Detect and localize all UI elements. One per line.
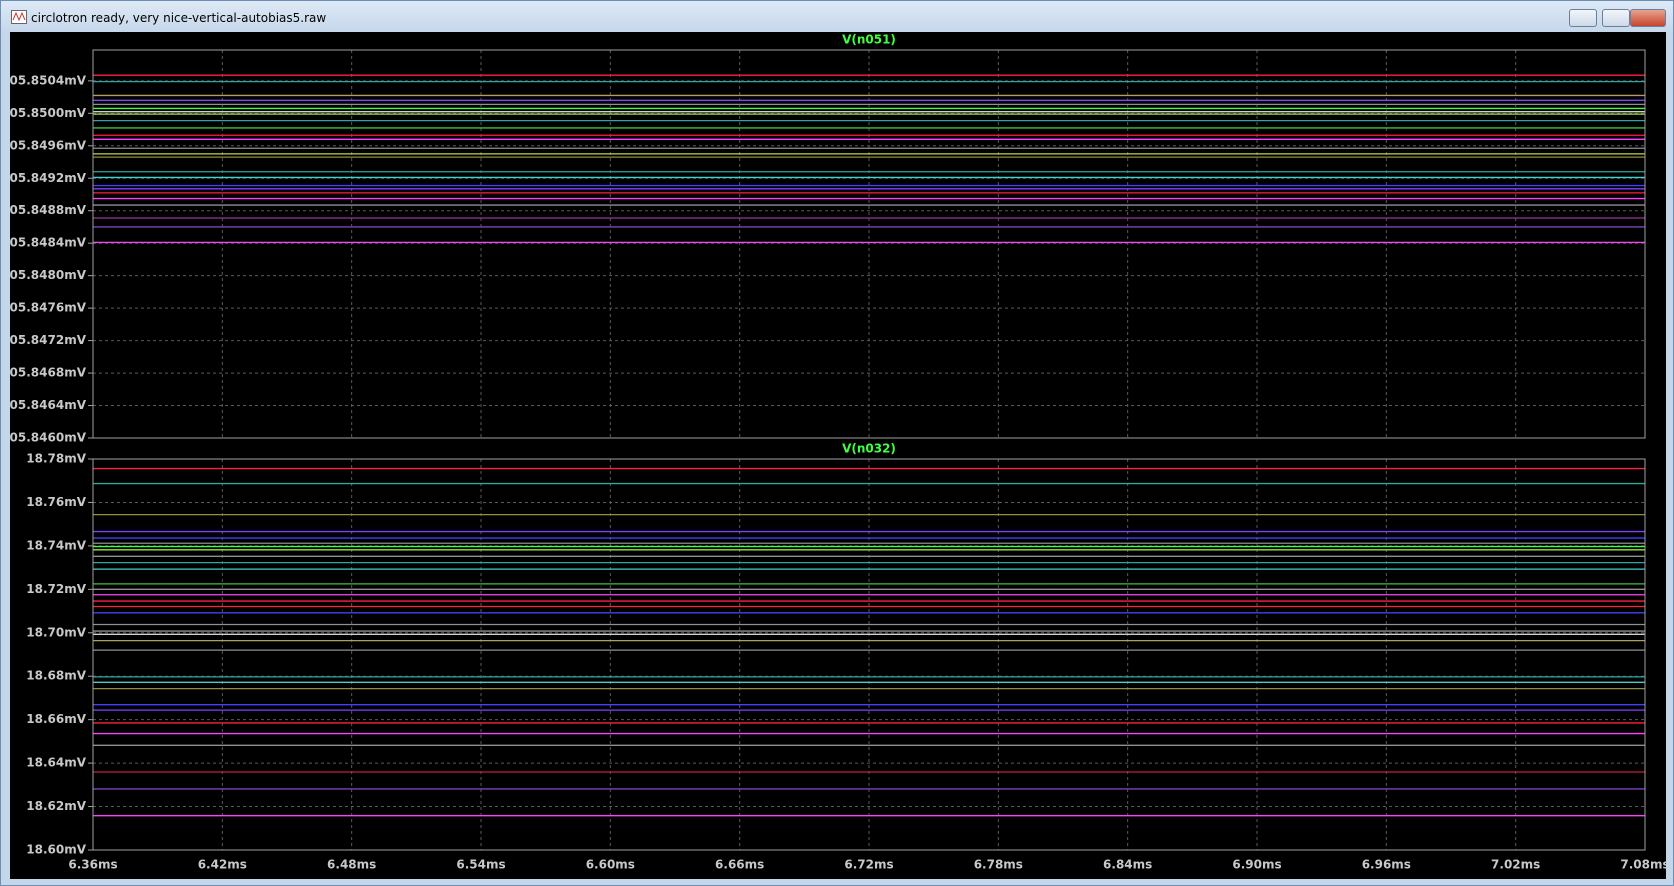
x-tick-label: 7.02ms	[1491, 858, 1540, 872]
minimize-button[interactable]	[1569, 9, 1597, 27]
plot-title: V(n051)	[842, 33, 896, 47]
y-tick-label: 18.66mV	[26, 712, 86, 726]
y-tick-label: 18.78mV	[26, 452, 86, 466]
y-tick-label: 205.8476mV	[10, 301, 87, 315]
y-tick-label: 205.8488mV	[10, 203, 87, 217]
y-tick-label: 205.8484mV	[10, 236, 87, 250]
x-tick-label: 6.90ms	[1232, 858, 1281, 872]
x-tick-label: 6.36ms	[68, 858, 117, 872]
plot-title: V(n032)	[842, 442, 896, 456]
close-button[interactable]	[1630, 9, 1666, 27]
y-tick-label: 18.72mV	[26, 582, 86, 596]
y-tick-label: 18.74mV	[26, 538, 86, 552]
plot-pane: V(n051) 205.8504mV 205.8500mV 205.8496mV 205…	[10, 32, 1666, 879]
x-tick-label: 6.48ms	[327, 858, 376, 872]
y-tick-label: 18.68mV	[26, 669, 86, 683]
y-tick-label: 18.62mV	[26, 799, 86, 813]
y-tick-label: 18.64mV	[26, 756, 86, 770]
y-tick-label: 205.8464mV	[10, 398, 87, 412]
y-tick-label: 205.8468mV	[10, 366, 87, 380]
x-tick-label: 7.08ms	[1620, 858, 1666, 872]
y-tick-label: 18.76mV	[26, 495, 86, 509]
y-tick-label: 205.8492mV	[10, 171, 87, 185]
x-tick-label: 6.60ms	[586, 858, 635, 872]
y-tick-label: 205.8504mV	[10, 73, 87, 87]
app-icon	[11, 10, 27, 24]
x-tick-label: 6.42ms	[198, 858, 247, 872]
x-tick-label: 6.78ms	[974, 858, 1023, 872]
plot-background	[10, 32, 1666, 879]
window-title: circlotron ready, very nice-vertical-aut…	[31, 11, 327, 25]
plot-frame	[92, 49, 1646, 439]
y-tick-label: 18.60mV	[26, 843, 86, 857]
y-tick-label: 205.8472mV	[10, 333, 87, 347]
x-tick-label: 6.84ms	[1103, 858, 1152, 872]
plot-frame	[92, 458, 1646, 851]
y-tick-label: 205.8496mV	[10, 138, 87, 152]
x-tick-label: 6.66ms	[715, 858, 764, 872]
maximize-button[interactable]	[1602, 9, 1630, 27]
x-tick-label: 6.72ms	[844, 858, 893, 872]
y-tick-label: 205.8460mV	[10, 431, 87, 445]
y-tick-label: 18.70mV	[26, 625, 86, 639]
x-tick-label: 6.54ms	[456, 858, 505, 872]
y-tick-label: 205.8480mV	[10, 268, 87, 282]
y-tick-label: 205.8500mV	[10, 106, 87, 120]
x-tick-label: 6.96ms	[1362, 858, 1411, 872]
